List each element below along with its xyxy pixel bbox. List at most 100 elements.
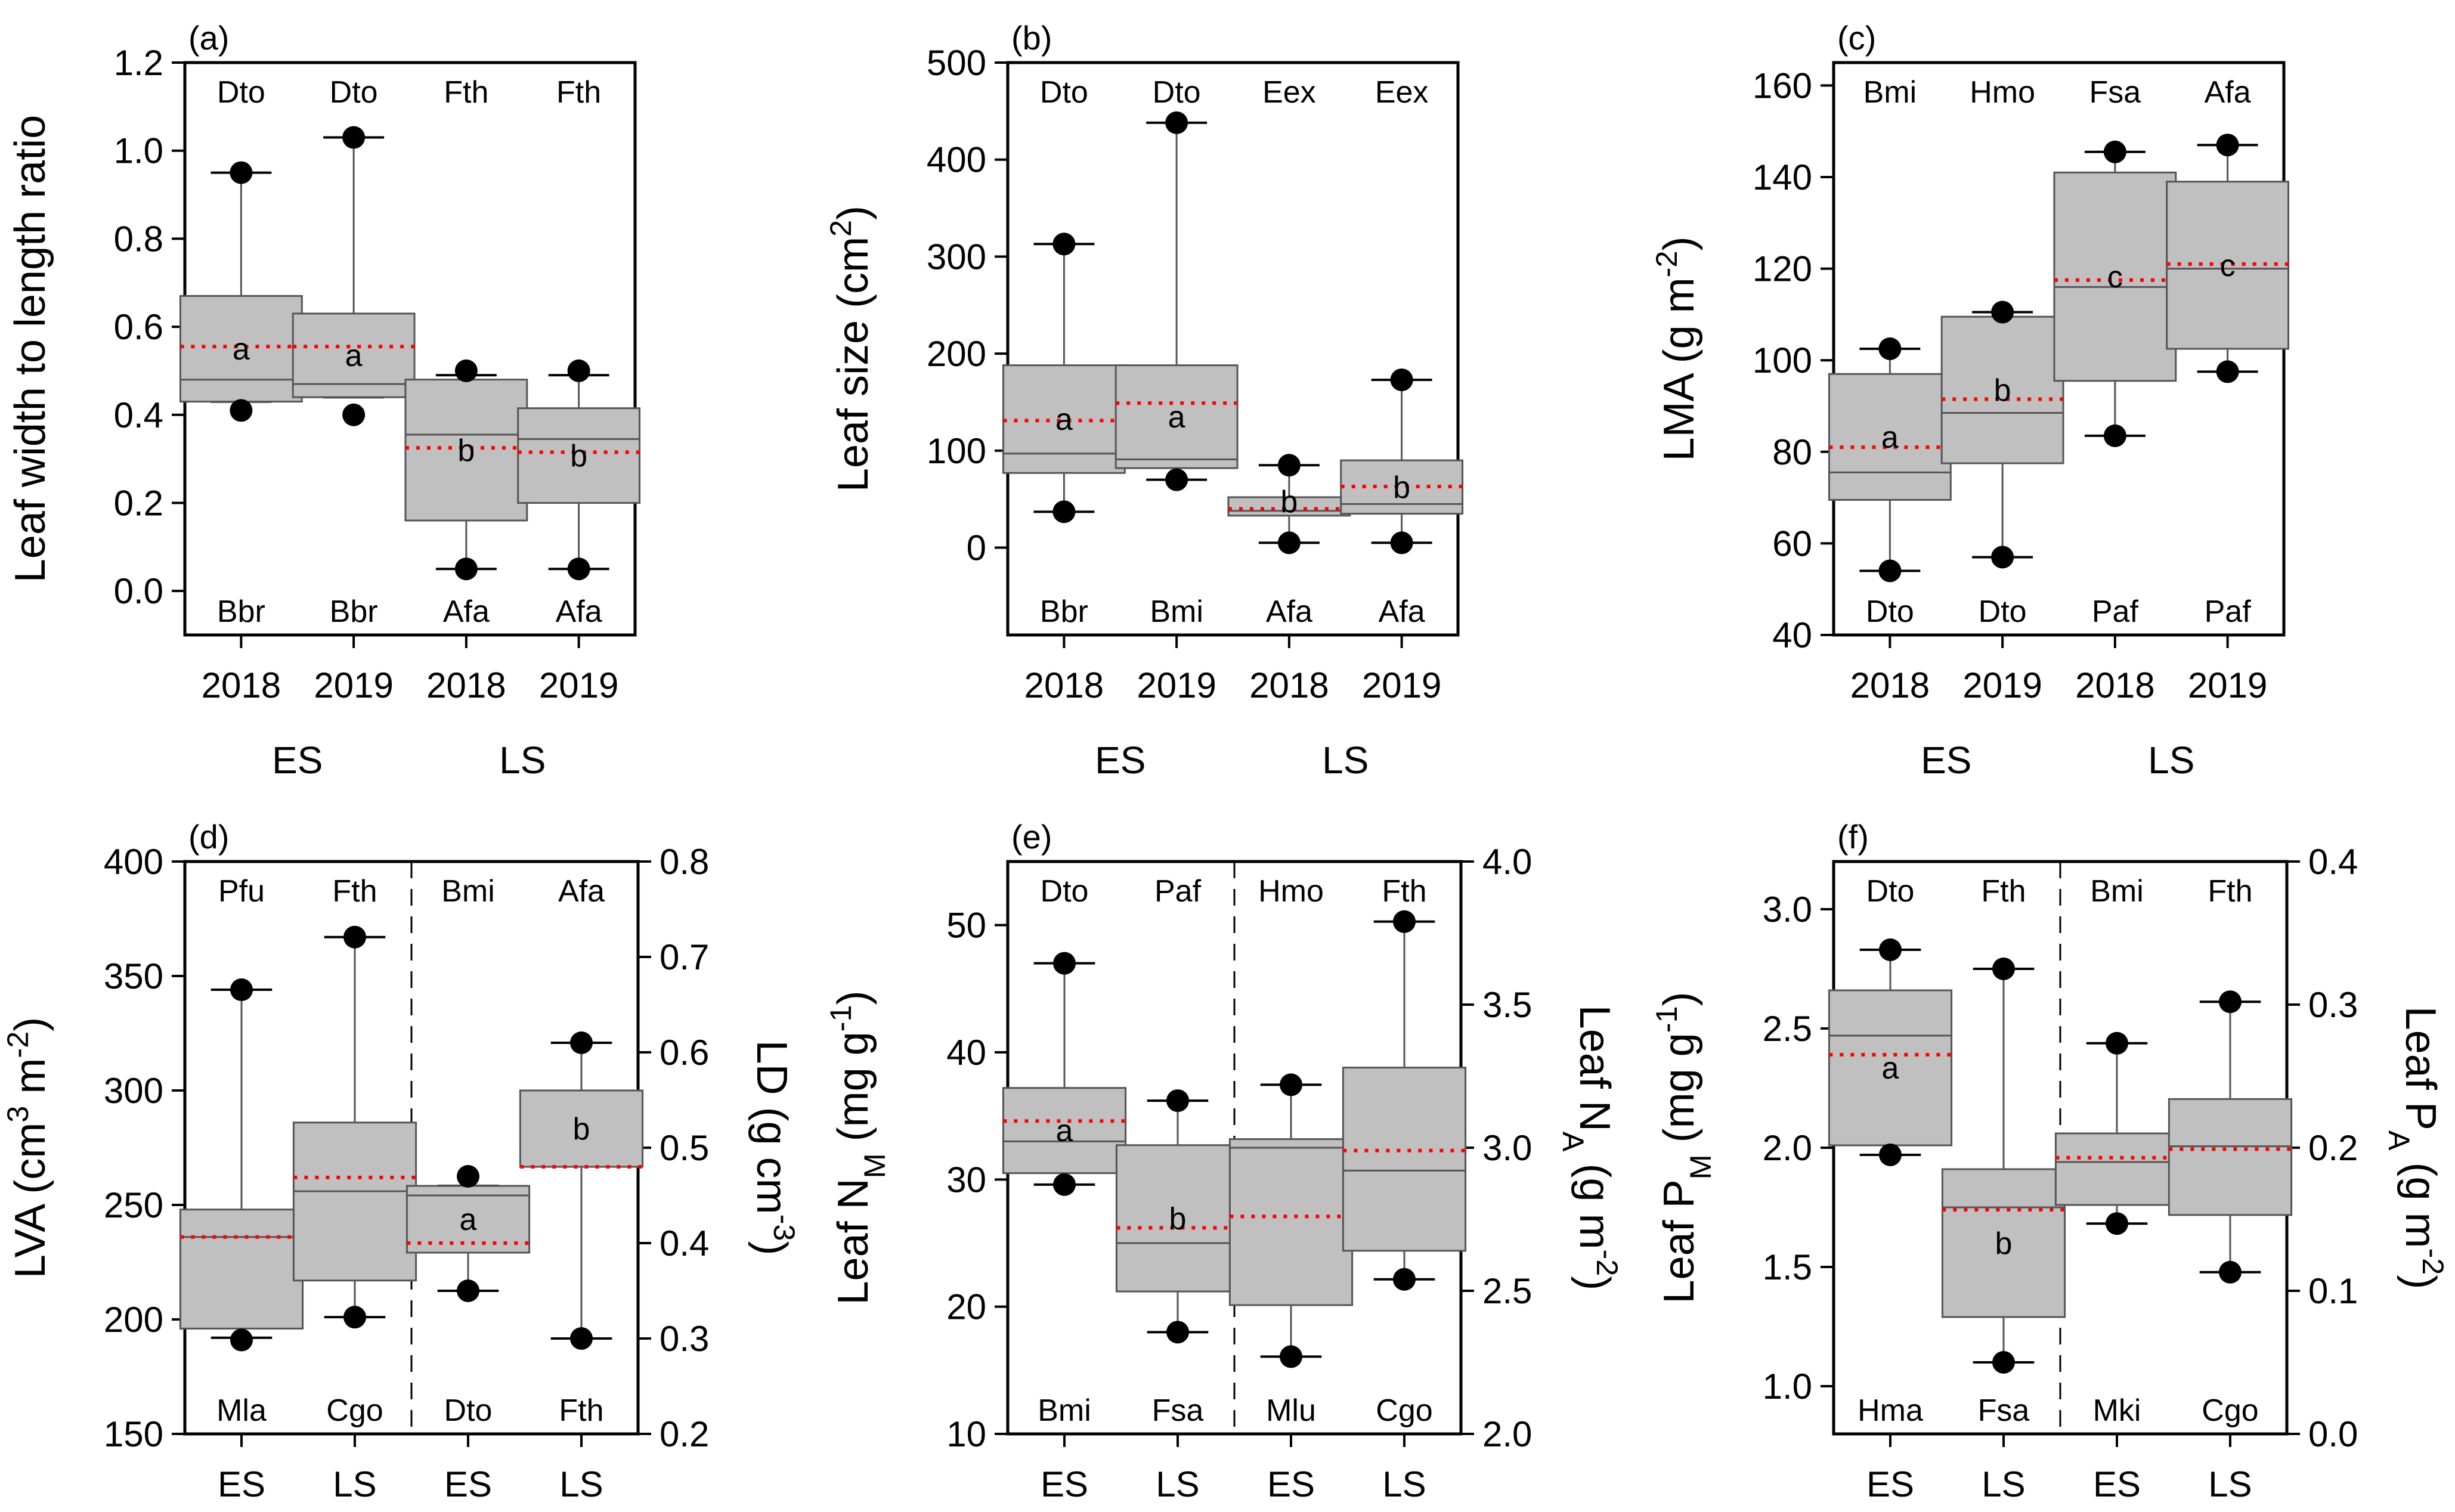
y-axis-title: Leaf size (cm2) (824, 206, 878, 492)
species-top-label: Dto (1040, 75, 1088, 110)
species-top-label: Bmi (2090, 874, 2144, 909)
species-top-label: Fth (332, 874, 377, 909)
y-right-tick-label: 0.7 (660, 937, 709, 977)
box-plot: b Hmo Dto (1940, 75, 2064, 629)
y-axis-title: LVA (cm3 m-2) (1, 1017, 55, 1278)
species-top-label: Pfu (218, 874, 265, 909)
outlier-high (1166, 1089, 1189, 1113)
iqr-box (292, 1121, 417, 1282)
x-tick-label: ES (2093, 1464, 2141, 1504)
y-axis-title: LMA (g m-2) (1649, 237, 1704, 461)
box-plot: Fth Cgo (1342, 874, 1467, 1428)
group-label: ES (272, 739, 323, 782)
outlier-high (2216, 134, 2239, 157)
outlier-low (1053, 1173, 1076, 1196)
outlier-low (1280, 1345, 1302, 1368)
y-tick-label: 30 (946, 1160, 986, 1200)
iqr-box (1114, 364, 1239, 469)
y-tick-label: 500 (927, 43, 986, 83)
iqr-box (1828, 989, 1953, 1147)
panel-f: (f) 1.0 1.5 2.0 2.5 3.0 0.0 0.1 0.2 0.3 0.4 Leaf PM… (1649, 818, 2451, 1504)
y-tick-label: 0.4 (114, 395, 163, 435)
y-tick-label: 20 (946, 1287, 986, 1327)
y-tick-label: 140 (1753, 157, 1812, 197)
species-bottom-label: Afa (1266, 594, 1312, 629)
outlier-low (567, 557, 590, 581)
y-tick-label: 60 (1772, 523, 1812, 563)
x-tick-label: LS (559, 1464, 603, 1504)
x-tick-label: 2019 (2188, 665, 2267, 705)
outlier-high (1165, 111, 1188, 134)
species-bottom-label: Cgo (1376, 1393, 1432, 1428)
species-top-label: Fth (2208, 874, 2252, 909)
iqr-box (1115, 1144, 1240, 1293)
outlier-low (1165, 468, 1188, 491)
outlier-high (1390, 368, 1413, 392)
species-top-label: Dto (217, 75, 265, 110)
outlier-low (2219, 1260, 2242, 1284)
y-tick-label: 250 (104, 1185, 163, 1225)
species-bottom-label: Bmi (1150, 594, 1203, 629)
box-plot: b Fth Afa (404, 75, 528, 629)
significance-letter: a (1168, 400, 1185, 435)
panel-label: (c) (1837, 19, 1876, 57)
y-tick-label: 120 (1753, 249, 1812, 289)
outlier-high (1992, 958, 2015, 980)
x-tick-label: 2019 (1962, 665, 2042, 705)
outlier-low (343, 1306, 366, 1329)
y-tick-label: 0.8 (114, 219, 163, 259)
significance-letter: a (460, 1203, 477, 1237)
species-bottom-label: Mlu (1266, 1393, 1316, 1428)
panel-c: (c) 40 60 80 100 120 140 160 LMA (g m-2) 2018 2019… (1649, 19, 2290, 782)
x-tick-label: 2018 (426, 665, 506, 705)
box-plot: a Dto Bmi (1114, 75, 1239, 629)
iqr-box (1228, 1138, 1354, 1306)
box-plot: c Fsa Paf (2053, 75, 2177, 629)
box-plot: b Paf Fsa (1115, 874, 1240, 1428)
group-label: LS (499, 739, 546, 782)
box-plot: a Dto Bbr (1002, 75, 1126, 629)
y-tick-label: 100 (927, 431, 986, 471)
iqr-box (405, 1185, 531, 1254)
significance-letter: b (1995, 1226, 2013, 1261)
x-tick-label: ES (1267, 1464, 1315, 1504)
y-right-tick-label: 3.5 (1482, 985, 1532, 1025)
significance-letter: a (1881, 420, 1899, 455)
species-bottom-label: Dto (444, 1393, 493, 1428)
box-plot: a Dto Bbr (292, 75, 416, 629)
y-right-tick-label: 3.0 (1482, 1128, 1532, 1168)
species-top-label: Hmo (1258, 874, 1324, 909)
y-axis-title: Leaf PM (mg g-1) (1649, 992, 1717, 1304)
species-bottom-label: Bbr (217, 594, 265, 629)
species-top-label: Eex (1375, 75, 1429, 110)
y-tick-label: 200 (927, 334, 986, 374)
outlier-high (570, 1031, 593, 1054)
species-top-label: Fth (1981, 874, 2026, 909)
significance-letter: b (1994, 373, 2011, 408)
iqr-box (2166, 181, 2290, 350)
y-tick-label: 0.2 (114, 483, 163, 523)
y-tick-label: 300 (104, 1071, 163, 1111)
y-right-tick-label: 2.0 (1482, 1414, 1532, 1454)
x-tick-label: 2019 (1137, 665, 1216, 705)
y-right-axis-title: LD (g cm-3) (748, 1040, 802, 1256)
y-tick-label: 80 (1772, 432, 1812, 472)
outlier-high (230, 978, 253, 1002)
box-plot: a Dto Bbr (179, 75, 303, 629)
significance-letter: a (1055, 402, 1073, 437)
species-top-label: Fsa (2089, 75, 2141, 110)
y-tick-label: 0.0 (114, 571, 163, 611)
box-plot: Fth Cgo (292, 874, 417, 1428)
species-top-label: Bmi (1863, 75, 1917, 110)
outlier-high (454, 359, 478, 382)
box-plot: a Dto Bmi (1002, 874, 1127, 1428)
species-bottom-label: Afa (556, 594, 602, 629)
box-plot: b Eex Afa (1227, 75, 1351, 629)
outlier-high (1277, 454, 1301, 477)
y-tick-label: 2.5 (1763, 1009, 1812, 1049)
panel-a: (a) 0.0 0.2 0.4 0.6 0.8 1.0 1.2 Leaf width to le… (7, 19, 641, 782)
x-tick-label: ES (218, 1464, 265, 1504)
species-bottom-label: Dto (1979, 594, 2027, 629)
panel-label: (b) (1011, 19, 1052, 57)
species-bottom-label: Bbr (330, 594, 378, 629)
